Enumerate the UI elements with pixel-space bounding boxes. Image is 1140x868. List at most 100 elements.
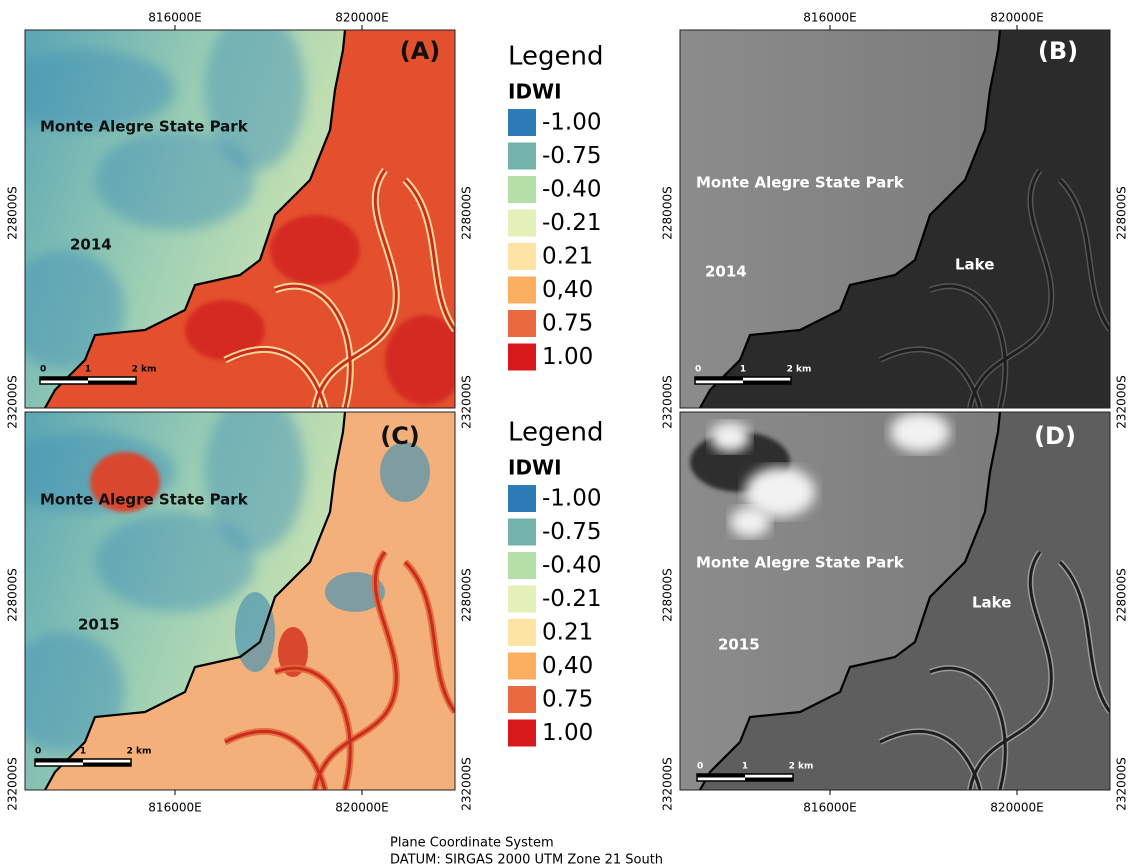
northing-label: 228000S: [1115, 568, 1129, 621]
legend-label: -0.21: [542, 210, 602, 236]
scale-label: 0: [695, 365, 701, 375]
imagery: [680, 30, 1110, 408]
easting-label: 820000E: [990, 801, 1043, 815]
scale-bar: [35, 759, 83, 763]
legend-swatch: [508, 210, 536, 237]
year-label: 2015: [78, 616, 120, 634]
figure: (A) Monte Alegre State Park 2014 0 1 2 km 8160…: [0, 0, 1140, 868]
teal-patch: [380, 442, 430, 502]
easting-label: 820000E: [990, 11, 1043, 25]
legend-swatch: [508, 586, 536, 613]
park-name: Monte Alegre State Park: [40, 118, 249, 136]
northing-label: 228000S: [661, 186, 675, 239]
northing-label: 228000S: [1115, 186, 1129, 239]
northing-label: 232000S: [661, 375, 675, 428]
legend-label: -0.40: [542, 553, 602, 579]
easting-label: 816000E: [803, 801, 856, 815]
cloud: [730, 507, 770, 537]
park-name: Monte Alegre State Park: [696, 174, 905, 192]
northing-label: 232000S: [1115, 757, 1129, 810]
scale-bar: [40, 377, 88, 381]
water-patch: [205, 10, 305, 170]
cloud: [890, 412, 950, 452]
legend-index: IDWI: [508, 80, 562, 104]
legend-label: -1.00: [542, 110, 602, 136]
northing-label: 232000S: [6, 375, 20, 428]
legend-title: Legend: [508, 42, 604, 72]
scale-label: 0: [35, 747, 41, 757]
scale-label: 1: [85, 365, 91, 375]
teal-patch: [235, 592, 275, 672]
northing-label: 228000S: [6, 186, 20, 239]
map-panel: (D)Monte Alegre State Park2015Lake012 km…: [661, 412, 1129, 815]
scale-label: 1: [80, 747, 86, 757]
easting-label: 820000E: [335, 11, 388, 25]
map-panel: (A) Monte Alegre State Park 2014 0 1 2 km 8160…: [0, 10, 474, 429]
scale-bar: [695, 377, 743, 381]
water-patch: [205, 392, 305, 552]
northing-label: 228000S: [460, 568, 474, 621]
cloud: [710, 422, 750, 452]
legend-swatch: [508, 176, 536, 203]
scale-bar: [697, 774, 745, 778]
easting-label: 816000E: [803, 11, 856, 25]
legend-swatch: [508, 519, 536, 546]
scale-bar: [745, 778, 793, 782]
panel-label: (A): [400, 37, 441, 65]
northing-label: 232000S: [460, 757, 474, 810]
northing-label: 228000S: [460, 186, 474, 239]
panel-label: (B): [1038, 37, 1078, 65]
legend-swatch: [508, 653, 536, 680]
northing-label: 228000S: [6, 568, 20, 621]
northing-label: 228000S: [661, 568, 675, 621]
legend-swatch: [508, 686, 536, 713]
legend-swatch: [508, 277, 536, 304]
scale-label: 2 km: [789, 762, 814, 772]
northing-label: 232000S: [661, 757, 675, 810]
panel-label: (D): [1034, 422, 1076, 450]
legend-swatch: [508, 720, 536, 747]
legend-swatch: [508, 344, 536, 371]
legend-swatch: [508, 143, 536, 170]
legend-swatch: [508, 243, 536, 270]
legend-label: -0.75: [542, 143, 602, 169]
scale-bar: [83, 763, 131, 767]
scale-label: 2 km: [787, 365, 812, 375]
footer-text: DATUM: SIRGAS 2000 UTM Zone 21 South: [390, 853, 663, 868]
easting-label: 816000E: [148, 11, 201, 25]
legend-swatch: [508, 485, 536, 512]
scale-label: 1: [740, 365, 746, 375]
year-label: 2014: [70, 236, 112, 254]
easting-label: 820000E: [335, 801, 388, 815]
northing-label: 232000S: [1115, 375, 1129, 428]
legend-label: 1.00: [542, 344, 593, 370]
imagery: [680, 412, 1110, 790]
map-panel: (B)Monte Alegre State Park2014Lake012 km…: [661, 11, 1129, 429]
northing-label: 232000S: [6, 757, 20, 810]
legend-swatch: [508, 619, 536, 646]
legend-label: 0.21: [542, 244, 593, 270]
northing-label: 232000S: [460, 375, 474, 428]
legend-index: IDWI: [508, 456, 562, 480]
scale-bar: [88, 381, 136, 385]
legend-label: 0,40: [542, 277, 593, 303]
scale-label: 0: [40, 365, 46, 375]
scale-bar: [743, 381, 791, 385]
year-label: 2014: [705, 263, 747, 281]
lake-label: Lake: [972, 594, 1011, 612]
scale-label: 2 km: [132, 365, 157, 375]
panel-label: (C): [380, 422, 420, 450]
legend-swatch: [508, 109, 536, 136]
legend-label: -1.00: [542, 486, 602, 512]
scale-label: 1: [742, 762, 748, 772]
imagery: [0, 10, 465, 408]
easting-label: 816000E: [148, 801, 201, 815]
deep-water: [270, 215, 360, 285]
legend-label: -0.75: [542, 519, 602, 545]
scale-label: 2 km: [127, 747, 152, 757]
legend-label: -0.21: [542, 586, 602, 612]
legend-label: -0.40: [542, 177, 602, 203]
legend-swatch: [508, 310, 536, 337]
legend-label: 0.75: [542, 311, 593, 337]
